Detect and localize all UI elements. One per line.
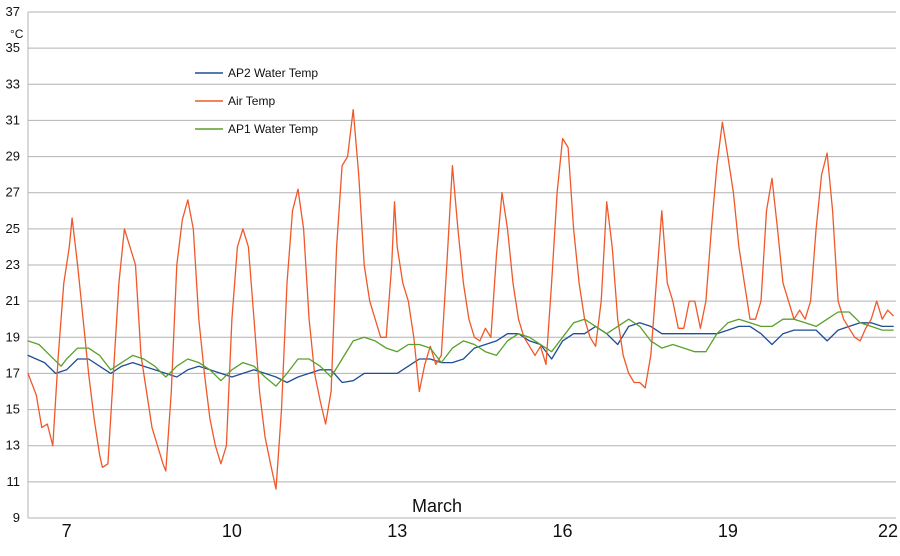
y-tick-label-23: 23 <box>6 257 20 272</box>
y-tick-label-25: 25 <box>6 221 20 236</box>
series-line-ap2-water-temp <box>27 322 894 384</box>
x-tick-label-13: 13 <box>387 521 407 541</box>
series-lines <box>27 108 894 490</box>
y-tick-label-27: 27 <box>6 185 20 200</box>
series-line-ap1-water-temp <box>27 311 894 387</box>
y-tick-label-29: 29 <box>6 149 20 164</box>
y-axis-labels: 9 11 13 15 17 19 21 23 25 27 29 31 33 35 37 <box>6 4 20 525</box>
legend-label-ap1-water-temp: AP1 Water Temp <box>228 122 318 136</box>
legend-label-ap2-water-temp: AP2 Water Temp <box>228 66 318 80</box>
x-axis-labels: 7 10 13 16 19 22 <box>62 521 898 541</box>
y-tick-label-35: 35 <box>6 40 20 55</box>
y-tick-label-17: 17 <box>6 365 20 380</box>
y-tick-label-21: 21 <box>6 293 20 308</box>
y-tick-label-33: 33 <box>6 76 20 91</box>
series-line-air-temp <box>27 108 894 490</box>
legend: AP2 Water Temp Air Temp AP1 Water Temp <box>195 66 318 136</box>
y-tick-label-9: 9 <box>13 510 20 525</box>
x-tick-label-7: 7 <box>62 521 72 541</box>
gridlines <box>27 11 896 519</box>
x-tick-label-10: 10 <box>222 521 242 541</box>
y-tick-label-37: 37 <box>6 4 20 19</box>
y-axis-unit-label: °C <box>10 27 24 41</box>
y-tick-label-13: 13 <box>6 438 20 453</box>
x-tick-label-22: 22 <box>878 521 898 541</box>
y-tick-label-31: 31 <box>6 112 20 127</box>
y-tick-label-19: 19 <box>6 329 20 344</box>
x-axis-title: March <box>412 496 462 516</box>
x-tick-label-19: 19 <box>718 521 738 541</box>
y-tick-label-11: 11 <box>7 474 21 489</box>
y-tick-label-15: 15 <box>6 402 20 417</box>
x-tick-label-16: 16 <box>553 521 573 541</box>
legend-label-air-temp: Air Temp <box>228 94 275 108</box>
